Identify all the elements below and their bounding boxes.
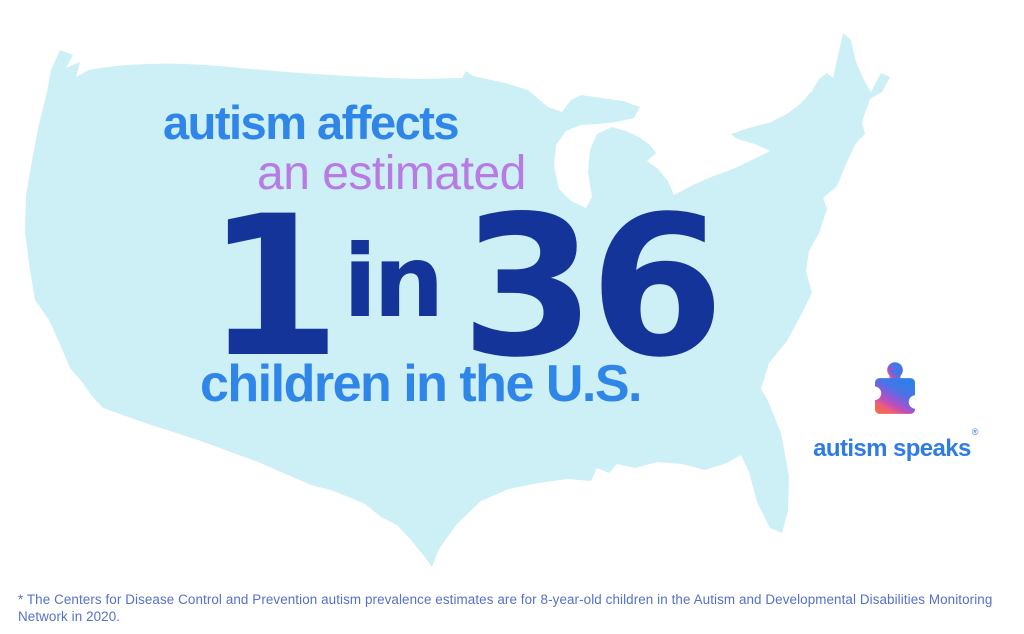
- autism-speaks-logo: autism speaks®: [795, 361, 995, 461]
- statistic-denominator: 36: [460, 174, 724, 400]
- footnote: * The Centers for Disease Control and Pr…: [18, 592, 993, 624]
- headline-secondary: an estimated: [257, 147, 526, 200]
- statistic-numerator: 1: [206, 174, 341, 400]
- headline-primary: autism affects: [163, 96, 460, 149]
- logo-wordmark: autism speaks®: [795, 428, 995, 462]
- puzzle-piece-icon: [868, 362, 922, 414]
- registered-trademark-mark: ®: [971, 427, 979, 437]
- us-map-path: [25, 33, 890, 567]
- statistic-caption: children in the U.S.: [200, 355, 642, 413]
- statistic: 1 in 36: [206, 174, 724, 400]
- logo-brand-text: autism speaks: [813, 435, 971, 462]
- statistic-connector: in: [343, 223, 444, 340]
